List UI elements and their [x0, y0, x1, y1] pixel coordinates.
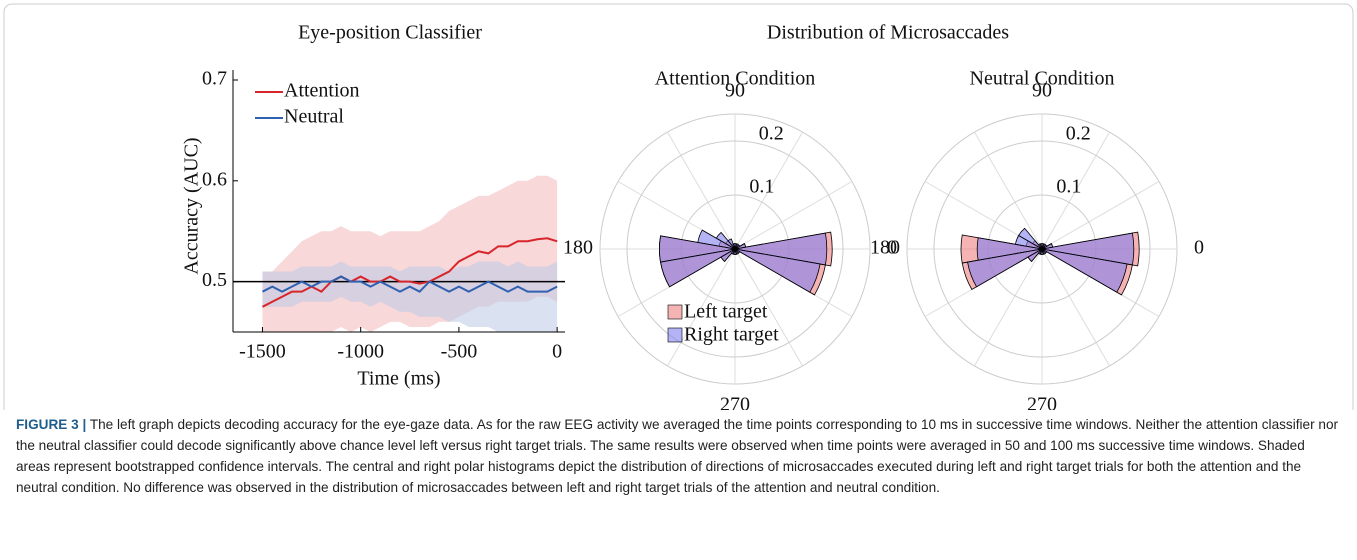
theta-tick-label: 0 [1194, 237, 1204, 259]
r-tick-label: 0.1 [749, 176, 774, 198]
r-tick-label: 0.2 [759, 122, 784, 144]
chart-title: Eye-position Classifier [298, 22, 482, 44]
r-tick-label: 0.2 [1066, 122, 1091, 144]
grid-ring [626, 140, 844, 358]
spoke [974, 131, 1043, 250]
theta-tick-label: 270 [1027, 394, 1057, 410]
legend-swatch [667, 327, 683, 343]
theta-tick-label: 0 [887, 237, 897, 259]
y-tick-label: 0.6 [202, 168, 227, 190]
legend-label: Right target [684, 324, 779, 346]
y-tick-label: 0.5 [202, 269, 227, 291]
spoke [667, 248, 736, 367]
grid-ring [933, 140, 1151, 358]
wedge [1041, 232, 1135, 266]
spoke [734, 131, 803, 250]
theta-tick-label: 180 [870, 237, 900, 259]
legend-label: Neutral [284, 106, 344, 128]
legend-label: Attention [284, 80, 360, 102]
group-title: Distribution of Microsaccades [767, 22, 1009, 44]
x-axis-label: Time (ms) [357, 368, 440, 390]
theta-tick-label: 270 [720, 394, 750, 410]
spoke [1041, 131, 1110, 250]
legend-label: Left target [684, 301, 768, 323]
line [262, 275, 558, 293]
wedge [1041, 248, 1128, 293]
caption: FIGURE 3 | The left graph depicts decodi… [16, 414, 1341, 498]
chart-title: Neutral Condition [970, 68, 1115, 90]
theta-tick-label: 90 [725, 80, 745, 102]
figure: Eye-position Classifier Distribution of … [3, 3, 1354, 410]
x-tick-label: -1500 [239, 341, 286, 363]
legend-swatch [667, 304, 683, 320]
wedge [967, 248, 1043, 288]
frame [3, 3, 1354, 410]
caption-label: FIGURE 3 | [16, 417, 87, 432]
spoke [734, 248, 803, 367]
x-tick-label: -500 [441, 341, 478, 363]
chart-title: Attention Condition [655, 68, 816, 90]
x-tick-label: 0 [552, 341, 562, 363]
y-axis-label: Accuracy (AUC) [181, 137, 203, 274]
wedge [734, 248, 821, 293]
theta-tick-label: 90 [1032, 80, 1052, 102]
spoke [1041, 248, 1110, 367]
caption-text: The left graph depicts decoding accuracy… [16, 417, 1339, 495]
wedge [660, 248, 736, 288]
wedge [720, 248, 736, 262]
spoke [974, 248, 1043, 367]
spoke [734, 181, 853, 250]
wedge [1027, 248, 1043, 262]
r-tick-label: 0.1 [1056, 176, 1081, 198]
theta-tick-label: 180 [563, 237, 593, 259]
x-tick-label: -1000 [337, 341, 384, 363]
spoke [1041, 181, 1160, 250]
y-tick-label: 0.7 [202, 68, 227, 90]
wedge [734, 232, 828, 266]
spoke [667, 131, 736, 250]
